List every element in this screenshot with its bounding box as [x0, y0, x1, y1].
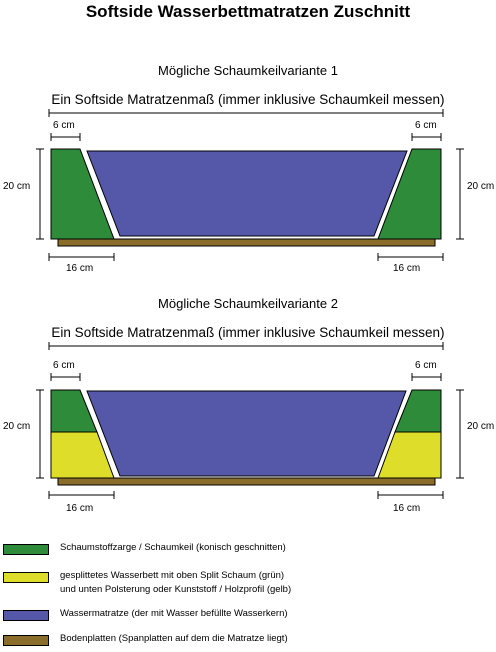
- top-width-dimension-left: [50, 373, 81, 381]
- base-plate: [57, 238, 436, 247]
- variant-2-height-label-left: 20 cm: [3, 421, 31, 432]
- variant-1-height-label-right: 20 cm: [467, 181, 495, 192]
- height-dimension-right: [456, 389, 464, 479]
- overall-width-dimension: [48, 342, 444, 350]
- bottom-width-dimension-left: [48, 491, 115, 499]
- top-width-dimension-right: [411, 133, 442, 141]
- variant-1-diagram: [36, 109, 464, 261]
- variant-1-bottom-width-label-right: 16 cm: [393, 263, 421, 274]
- split-profile-right-bottom: [377, 431, 442, 479]
- height-dimension-left: [36, 389, 44, 479]
- legend-text-foam: Schaumstoffzarge / Schaumkeil (konisch g…: [60, 542, 286, 553]
- legend-item-base: Bodenplatten (Spanplatten auf dem die Ma…: [3, 632, 288, 652]
- legend-text-base: Bodenplatten (Spanplatten auf dem die Ma…: [60, 633, 288, 644]
- legend-text-split: gesplittetes Wasserbett mit oben Split S…: [60, 570, 292, 595]
- variant-1-measure-label: Ein Softside Matratzenmaß (immer inklusi…: [51, 92, 445, 107]
- water-mattress: [86, 150, 408, 237]
- variant-1-top-width-label-left: 6 cm: [53, 120, 75, 131]
- legend-swatch-water: [3, 610, 49, 621]
- legend-text-water: Wassermatratze (der mit Wasser befüllte …: [60, 608, 288, 619]
- bottom-width-dimension-right: [377, 253, 444, 261]
- variant-2-bottom-width-label-left: 16 cm: [66, 503, 94, 514]
- top-width-dimension-right: [411, 373, 442, 381]
- variant-2-top-width-label-right: 6 cm: [415, 360, 437, 371]
- overall-width-dimension: [48, 109, 444, 117]
- water-mattress: [86, 390, 407, 477]
- variant-2-bottom-width-label-right: 16 cm: [393, 503, 421, 514]
- page-title: Softside Wasserbettmatratzen Zuschnitt: [85, 2, 411, 21]
- legend-item-foam: Schaumstoffzarge / Schaumkeil (konisch g…: [3, 541, 286, 561]
- foam-wedge-right: [377, 148, 442, 240]
- variant-2-top-width-label-left: 6 cm: [53, 360, 75, 371]
- legend-item-water: Wassermatratze (der mit Wasser befüllte …: [3, 607, 288, 627]
- height-dimension-right: [456, 148, 464, 240]
- base-plate: [57, 477, 436, 486]
- legend-swatch-base: [3, 635, 49, 646]
- variant-2-measure-label: Ein Softside Matratzenmaß (immer inklusi…: [51, 325, 445, 340]
- variant-1-height-label-left: 20 cm: [3, 181, 31, 192]
- variant-1-subtitle: Mögliche Schaumkeilvariante 1: [158, 63, 338, 78]
- split-profile-left-bottom: [50, 431, 115, 479]
- bottom-width-dimension-right: [377, 491, 444, 499]
- legend-swatch-foam: [3, 544, 49, 555]
- legend-swatch-split: [3, 572, 49, 583]
- bottom-width-dimension-left: [48, 253, 115, 261]
- variant-2-height-label-right: 20 cm: [467, 421, 495, 432]
- height-dimension-left: [36, 148, 44, 240]
- legend-item-split: gesplittetes Wasserbett mit oben Split S…: [3, 569, 291, 601]
- variant-1-bottom-width-label-left: 16 cm: [66, 263, 94, 274]
- variant-2-subtitle: Mögliche Schaumkeilvariante 2: [158, 296, 338, 311]
- variant-1-top-width-label-right: 6 cm: [415, 120, 437, 131]
- top-width-dimension-left: [50, 133, 81, 141]
- variant-2-diagram: [36, 342, 464, 499]
